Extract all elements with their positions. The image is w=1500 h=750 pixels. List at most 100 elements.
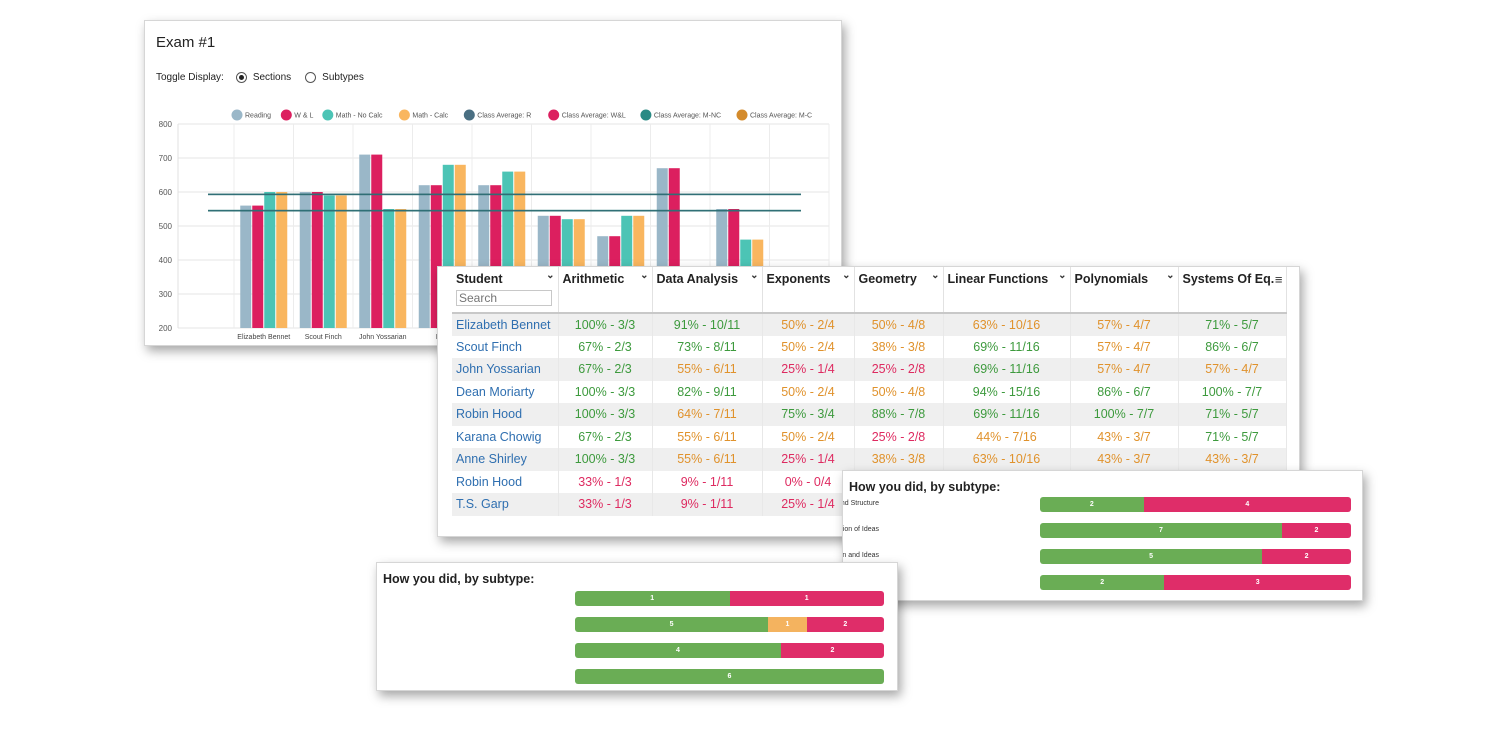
score-cell: 67% - 2/3 — [558, 358, 653, 381]
y-tick-label: 200 — [159, 324, 173, 333]
table-row: Scout Finch 67% - 2/3 73% - 8/11 50% - 2/4 3… — [452, 335, 1287, 358]
student-name-link[interactable]: Dean Moriarty — [452, 380, 559, 403]
bar-segment-wrong: 2 — [1262, 549, 1351, 564]
student-name-link[interactable]: Robin Hood — [452, 403, 559, 426]
score-cell: 50% - 4/8 — [854, 380, 944, 403]
chevron-down-icon[interactable]: ⌄ — [750, 270, 759, 281]
column-header-student[interactable]: Student ⌄ — [452, 267, 559, 314]
student-name-link[interactable]: Anne Shirley — [452, 448, 559, 471]
bar-segment-correct: 2 — [1040, 497, 1144, 512]
score-cell: 50% - 2/4 — [762, 425, 855, 448]
subtype-row: Problem Solving and Data Analysis6 — [377, 669, 897, 685]
score-cell: 86% - 6/7 — [1070, 380, 1179, 403]
sections-radio[interactable] — [235, 72, 247, 83]
student-name-link[interactable]: John Yossarian — [452, 358, 559, 381]
column-header-label: Linear Functions — [947, 272, 1049, 286]
column-header-linear-functions[interactable]: Linear Functions ⌄ — [943, 267, 1071, 314]
bar — [276, 192, 288, 328]
chevron-down-icon[interactable]: ⌄ — [1058, 270, 1067, 281]
score-cell: 69% - 11/16 — [943, 358, 1071, 381]
student-name-link[interactable]: Elizabeth Bennet — [452, 313, 559, 336]
bar — [323, 195, 335, 328]
student-name-link[interactable]: Scout Finch — [452, 335, 559, 358]
table-row: Elizabeth Bennet 100% - 3/3 91% - 10/11 50%… — [452, 313, 1287, 336]
score-cell: 9% - 1/11 — [652, 470, 763, 493]
bar — [359, 154, 371, 328]
subtype-row: Craft and Structure 24 — [843, 497, 1362, 513]
score-cell: 100% - 7/7 — [1178, 380, 1287, 403]
chevron-down-icon[interactable]: ⌄ — [546, 270, 555, 281]
score-cell: 0% - 0/4 — [762, 470, 855, 493]
score-cell: 44% - 7/16 — [943, 425, 1071, 448]
chevron-down-icon[interactable]: ⌄ — [640, 270, 649, 281]
bar — [299, 192, 311, 328]
score-cell: 73% - 8/11 — [652, 335, 763, 358]
student-name-link[interactable]: Robin Hood — [452, 470, 559, 493]
column-header-data-analysis[interactable]: Data Analysis ⌄ — [652, 267, 763, 314]
column-header-arithmetic[interactable]: Arithmetic ⌄ — [558, 267, 653, 314]
bar-segment-wrong: 4 — [1143, 497, 1351, 512]
score-cell: 55% - 6/11 — [652, 448, 763, 471]
legend-label: Math - Calc — [412, 113, 448, 120]
legend-label: Math - No Calc — [336, 113, 383, 120]
sections-radio-label[interactable]: Sections — [252, 72, 292, 83]
student-name-link[interactable]: T.S. Garp — [452, 493, 559, 516]
column-header-systems-of-eq[interactable]: Systems Of Eq. ≡ — [1178, 267, 1287, 314]
legend-label: Class Average: R — [477, 113, 531, 120]
score-cell: 63% - 10/16 — [943, 313, 1071, 336]
grades-table: Student⌄Arithmetic⌄Data Analysis⌄Exponen… — [452, 267, 1287, 516]
score-cell: 50% - 2/4 — [762, 313, 855, 336]
bar-segment-wrong: 1 — [729, 591, 884, 606]
score-cell: 38% - 3/8 — [854, 448, 944, 471]
bar — [490, 185, 502, 328]
x-tick-label: John Yossarian — [359, 334, 407, 341]
y-tick-label: 800 — [159, 120, 173, 129]
table-row: Karana Chowig 67% - 2/3 55% - 6/11 50% - 2/… — [452, 425, 1287, 448]
score-cell: 86% - 6/7 — [1178, 335, 1287, 358]
bar — [478, 185, 490, 328]
column-menu-icon[interactable]: ≡ — [1274, 272, 1283, 287]
score-cell: 100% - 3/3 — [558, 448, 653, 471]
bar — [454, 164, 466, 328]
legend-label: Class Average: M-C — [750, 113, 812, 120]
bar — [668, 168, 680, 328]
column-header-label: Systems Of Eq. — [1182, 272, 1275, 286]
table-header-row: Student⌄Arithmetic⌄Data Analysis⌄Exponen… — [452, 267, 1287, 314]
y-tick-label: 500 — [159, 222, 173, 231]
subtype-row: Algebra512 — [377, 617, 897, 633]
table-row: John Yossarian 67% - 2/3 55% - 6/11 25% - 1… — [452, 358, 1287, 381]
score-cell: 64% - 7/11 — [652, 403, 763, 426]
score-cell: 82% - 9/11 — [652, 380, 763, 403]
subtypes-radio-label[interactable]: Subtypes — [322, 72, 364, 83]
chevron-down-icon[interactable]: ⌄ — [931, 270, 940, 281]
column-header-polynomials[interactable]: Polynomials ⌄ — [1070, 267, 1179, 314]
score-cell: 50% - 2/4 — [762, 335, 855, 358]
search-input[interactable] — [456, 290, 552, 306]
score-cell: 25% - 1/4 — [762, 448, 855, 471]
student-name-link[interactable]: Karana Chowig — [452, 425, 559, 448]
subtype-label: Craft and Structure — [843, 500, 879, 507]
score-cell: 43% - 3/7 — [1178, 448, 1287, 471]
score-cell: 57% - 4/7 — [1178, 358, 1287, 381]
column-header-exponents[interactable]: Exponents ⌄ — [762, 267, 855, 314]
chevron-down-icon[interactable]: ⌄ — [1166, 270, 1175, 281]
bar — [371, 154, 383, 328]
score-cell: 71% - 5/7 — [1178, 425, 1287, 448]
chevron-down-icon[interactable]: ⌄ — [842, 270, 851, 281]
column-header-geometry[interactable]: Geometry ⌄ — [854, 267, 944, 314]
bar-segment-wrong: 2 — [1281, 523, 1351, 538]
rw-subtype-title: How you did, by subtype: — [849, 480, 1001, 494]
legend-swatch — [280, 109, 292, 121]
column-header-label: Student — [456, 272, 503, 286]
score-cell: 69% - 11/16 — [943, 335, 1071, 358]
score-cell: 33% - 1/3 — [558, 493, 653, 516]
score-cell: 9% - 1/11 — [652, 493, 763, 516]
subtypes-radio[interactable] — [305, 72, 317, 83]
bar-segment-correct: 7 — [1040, 523, 1282, 538]
score-cell: 57% - 4/7 — [1070, 358, 1179, 381]
